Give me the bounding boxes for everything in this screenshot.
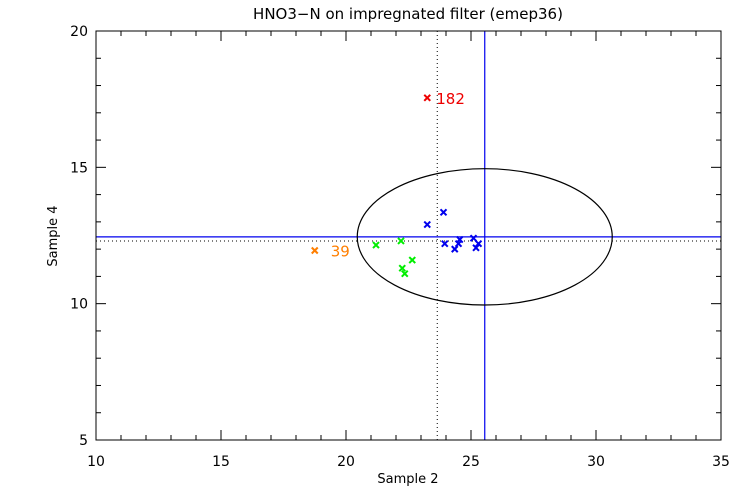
x-tick-label: 30 [587,454,605,470]
data-point-blue [456,235,464,244]
chart-title: HNO3−N on impregnated filter (emep36) [253,5,563,23]
data-point-green [401,269,409,278]
data-point-blue [472,244,480,252]
y-tick-label: 10 [70,297,88,313]
points-layer: 39 182 [311,90,483,278]
y-tick-label: 15 [70,160,88,176]
data-point-outlier-39 [311,246,319,255]
data-point-blue [469,234,478,242]
data-point-blue [423,220,431,229]
outlier-label: 39 [331,242,350,260]
data-point-green [397,237,405,245]
y-axis-label: Sample 4 [46,205,61,266]
data-point-blue [451,245,459,253]
outlier-label: 182 [436,90,465,108]
data-point-green [372,241,380,249]
x-tick-label: 10 [87,454,105,470]
y-tick-label: 20 [70,24,88,40]
data-point-outlier-182 [423,94,431,102]
x-tick-label: 20 [337,454,355,470]
x-tick-label: 25 [462,454,480,470]
x-axis-label: Sample 2 [377,472,438,487]
y-tick-label: 5 [79,433,88,449]
ticks-layer: 10 15 20 25 30 35 5 10 15 20 [70,24,730,470]
data-point-green [398,264,406,272]
x-tick-label: 15 [212,454,230,470]
data-point-blue [439,208,448,217]
plot-frame [95,30,722,441]
data-point-green [408,256,416,264]
data-point-blue [441,239,449,248]
x-tick-label: 35 [712,454,730,470]
data-point-blue [474,239,483,248]
reference-lines [96,31,721,440]
confidence-ellipse [356,168,613,306]
ellipse-layer [356,168,613,306]
